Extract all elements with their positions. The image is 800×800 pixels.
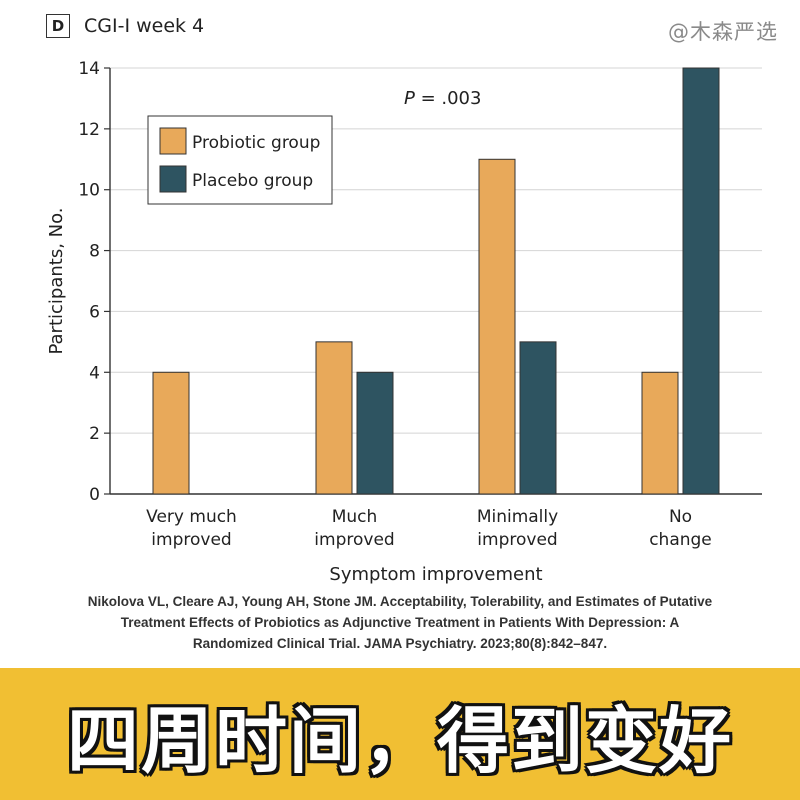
x-tick-label: change bbox=[649, 530, 712, 550]
bar bbox=[356, 371, 394, 495]
x-tick-label: Very much bbox=[146, 507, 237, 527]
legend-label: Probiotic group bbox=[192, 133, 320, 153]
citation-line: Treatment Effects of Probiotics as Adjun… bbox=[120, 615, 680, 630]
x-tick-label: Much bbox=[332, 507, 378, 527]
banner-text: 四周时间，得到变好 bbox=[66, 697, 733, 783]
bar bbox=[682, 67, 720, 495]
x-tick-label: Minimally bbox=[477, 507, 558, 527]
x-axis-label: Symptom improvement bbox=[329, 564, 542, 585]
y-tick-label: 2 bbox=[89, 424, 100, 444]
citation-line: Randomized Clinical Trial. JAMA Psychiat… bbox=[192, 636, 608, 651]
bar bbox=[478, 158, 516, 495]
citation: Nikolova VL, Cleare AJ, Young AH, Stone … bbox=[60, 591, 740, 654]
legend-swatch bbox=[159, 127, 187, 155]
y-tick-label: 6 bbox=[89, 302, 100, 322]
x-tick-label: improved bbox=[151, 530, 231, 550]
y-tick-label: 0 bbox=[89, 485, 100, 505]
watermark: @木森严选 bbox=[668, 20, 778, 44]
bar bbox=[641, 371, 679, 495]
panel-badge: D bbox=[46, 14, 70, 38]
x-tick-label: improved bbox=[314, 530, 394, 550]
x-tick-label: improved bbox=[477, 530, 557, 550]
bar-chart: 0 2 4 6 8 10 12 14 Very much improved Much improved… bbox=[46, 59, 762, 585]
x-tick-label: No bbox=[669, 507, 692, 527]
y-tick-label: 10 bbox=[78, 181, 100, 201]
bar bbox=[519, 341, 557, 495]
bar bbox=[152, 371, 190, 495]
citation-line: Nikolova VL, Cleare AJ, Young AH, Stone … bbox=[87, 594, 713, 609]
y-tick-label: 12 bbox=[78, 120, 100, 140]
y-tick-label: 4 bbox=[89, 363, 100, 383]
legend-swatch bbox=[159, 165, 187, 193]
panel-title: CGI-I week 4 bbox=[84, 15, 205, 37]
p-value-annotation: P = .003 bbox=[404, 88, 481, 109]
bar bbox=[315, 341, 353, 495]
legend-label: Placebo group bbox=[192, 171, 313, 191]
banner bbox=[0, 668, 800, 800]
y-axis-label: Participants, No. bbox=[46, 207, 67, 354]
y-tick-label: 8 bbox=[89, 242, 100, 262]
y-tick-label: 14 bbox=[78, 59, 100, 79]
